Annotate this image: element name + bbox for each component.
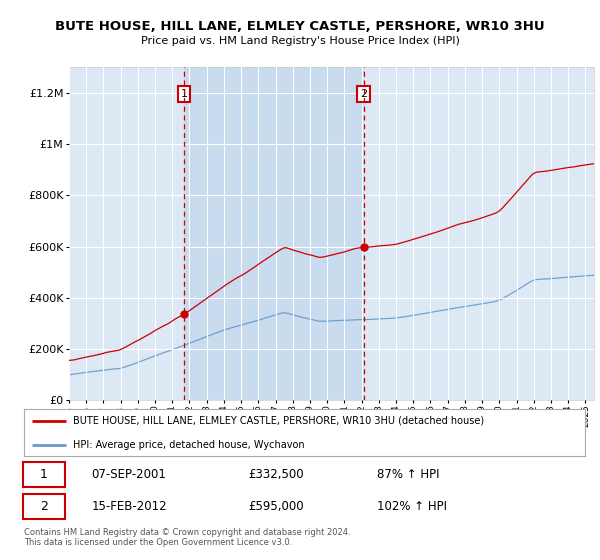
FancyBboxPatch shape bbox=[23, 494, 65, 519]
Text: £332,500: £332,500 bbox=[248, 468, 304, 480]
Text: HPI: Average price, detached house, Wychavon: HPI: Average price, detached house, Wych… bbox=[73, 440, 305, 450]
Text: BUTE HOUSE, HILL LANE, ELMLEY CASTLE, PERSHORE, WR10 3HU (detached house): BUTE HOUSE, HILL LANE, ELMLEY CASTLE, PE… bbox=[73, 416, 484, 426]
Text: 102% ↑ HPI: 102% ↑ HPI bbox=[377, 500, 448, 513]
Text: Price paid vs. HM Land Registry's House Price Index (HPI): Price paid vs. HM Land Registry's House … bbox=[140, 36, 460, 46]
Text: 1: 1 bbox=[40, 468, 47, 480]
Text: £595,000: £595,000 bbox=[248, 500, 304, 513]
Bar bbox=[184, 67, 364, 400]
Text: Contains HM Land Registry data © Crown copyright and database right 2024.
This d: Contains HM Land Registry data © Crown c… bbox=[24, 528, 350, 547]
Text: 87% ↑ HPI: 87% ↑ HPI bbox=[377, 468, 440, 480]
Text: 2: 2 bbox=[40, 500, 47, 513]
Text: 1: 1 bbox=[181, 89, 188, 99]
FancyBboxPatch shape bbox=[23, 462, 65, 487]
Text: BUTE HOUSE, HILL LANE, ELMLEY CASTLE, PERSHORE, WR10 3HU: BUTE HOUSE, HILL LANE, ELMLEY CASTLE, PE… bbox=[55, 20, 545, 32]
Text: 15-FEB-2012: 15-FEB-2012 bbox=[91, 500, 167, 513]
Text: 07-SEP-2001: 07-SEP-2001 bbox=[91, 468, 166, 480]
Text: 2: 2 bbox=[360, 89, 367, 99]
